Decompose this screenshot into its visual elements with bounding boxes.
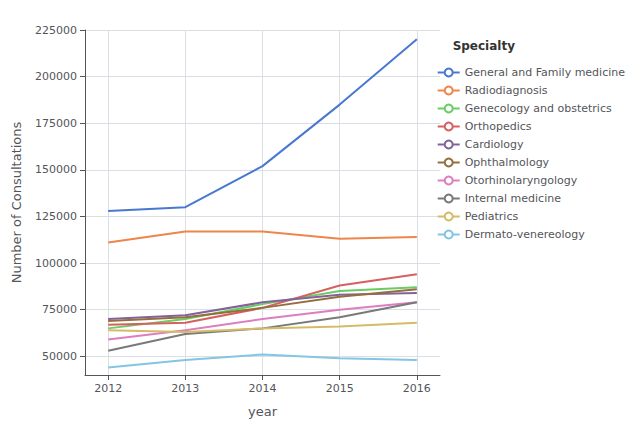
svg-text:Orthopedics: Orthopedics	[465, 120, 532, 133]
svg-text:Specialty: Specialty	[453, 39, 516, 53]
svg-text:225000: 225000	[35, 24, 77, 37]
svg-text:75000: 75000	[42, 303, 77, 316]
svg-text:Dermato-venereology: Dermato-venereology	[465, 228, 586, 241]
svg-text:2013: 2013	[171, 382, 199, 395]
svg-text:Otorhinolaryngology: Otorhinolaryngology	[465, 174, 578, 187]
svg-text:year: year	[248, 404, 278, 419]
svg-text:2014: 2014	[249, 382, 277, 395]
svg-text:Ophthalmology: Ophthalmology	[465, 156, 550, 169]
svg-text:Radiodiagnosis: Radiodiagnosis	[465, 84, 548, 97]
svg-text:50000: 50000	[42, 350, 77, 363]
svg-text:Number of Consultations: Number of Consultations	[9, 121, 24, 283]
svg-text:125000: 125000	[35, 210, 77, 223]
svg-text:100000: 100000	[35, 257, 77, 270]
svg-text:Pediatrics: Pediatrics	[465, 210, 519, 223]
svg-text:Cardiology: Cardiology	[465, 138, 524, 151]
svg-text:Internal medicine: Internal medicine	[465, 192, 561, 205]
svg-text:2016: 2016	[403, 382, 431, 395]
svg-text:2015: 2015	[326, 382, 354, 395]
svg-text:150000: 150000	[35, 163, 77, 176]
svg-text:175000: 175000	[35, 117, 77, 130]
svg-text:200000: 200000	[35, 70, 77, 83]
svg-text:Genecology and obstetrics: Genecology and obstetrics	[465, 102, 612, 115]
svg-text:General and Family medicine: General and Family medicine	[465, 66, 626, 79]
svg-text:2012: 2012	[94, 382, 122, 395]
